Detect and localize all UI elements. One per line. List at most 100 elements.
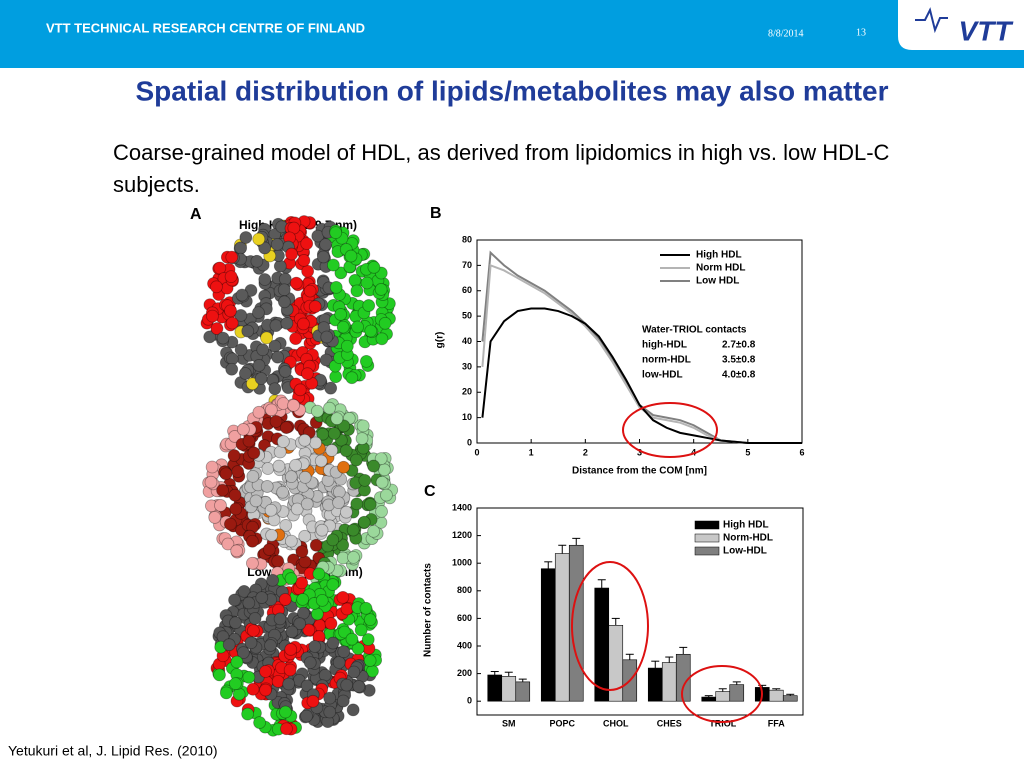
bead: [272, 459, 286, 473]
bead: [227, 449, 241, 462]
bead: [208, 511, 222, 524]
bead: [338, 625, 351, 639]
error-bar: [651, 660, 660, 669]
bead: [329, 226, 343, 240]
bead: [273, 259, 287, 273]
bead: [378, 316, 392, 330]
bead: [324, 381, 338, 395]
bead: [258, 241, 272, 255]
bead: [363, 613, 377, 627]
bead: [375, 505, 388, 518]
x-tick-label: FFA: [768, 718, 785, 728]
organization: VTT TECHNICAL RESEARCH CENTRE OF FINLAND: [46, 20, 365, 35]
bead: [297, 254, 311, 267]
bead: [205, 460, 219, 474]
bead: [269, 415, 283, 428]
bead: [264, 403, 278, 417]
bead: [268, 382, 282, 396]
bead: [308, 640, 322, 653]
bead: [345, 371, 359, 385]
bead: [336, 694, 350, 708]
bead: [270, 238, 284, 251]
bead: [346, 703, 360, 717]
legend-label: Norm HDL: [696, 263, 745, 274]
error-bar: [490, 671, 499, 675]
y-axis-label: g(r): [435, 332, 446, 349]
bead: [252, 405, 266, 419]
y-tick-label: 1000: [452, 558, 472, 568]
bead: [278, 272, 292, 286]
bead: [326, 636, 340, 650]
y-tick-label: 30: [462, 361, 472, 371]
legend-label: High HDL: [723, 520, 769, 531]
x-tick-label: SM: [502, 718, 516, 728]
bead: [289, 332, 303, 346]
bead: [340, 339, 354, 353]
bar: [661, 662, 677, 702]
bead: [323, 705, 337, 719]
bar: [647, 667, 663, 702]
bead: [327, 427, 341, 440]
bead: [261, 462, 275, 475]
bead: [242, 596, 256, 610]
annotation-cell: norm-HDL: [642, 355, 691, 366]
bead: [308, 300, 322, 313]
y-tick-label: 0: [467, 437, 472, 447]
bead: [246, 682, 260, 696]
bead: [352, 680, 366, 693]
bead: [221, 537, 235, 551]
citation: Yetukuri et al, J. Lipid Res. (2010): [8, 743, 218, 759]
bead: [314, 454, 328, 468]
bead: [264, 503, 278, 517]
bead: [367, 524, 381, 538]
bead: [351, 642, 365, 656]
bead: [277, 283, 291, 297]
bead: [238, 367, 252, 380]
bead: [241, 324, 255, 338]
error-bar: [544, 561, 553, 569]
error-bar: [558, 544, 567, 554]
x-tick-label: 6: [799, 447, 804, 457]
bead: [298, 529, 312, 543]
bead: [244, 636, 258, 650]
bead: [334, 266, 348, 280]
bead: [284, 534, 298, 548]
bead: [246, 469, 260, 483]
bar: [501, 676, 517, 702]
bead: [210, 280, 223, 294]
bead: [293, 383, 307, 397]
bead: [279, 705, 292, 719]
bead: [332, 496, 345, 510]
bead: [249, 494, 263, 508]
bead: [298, 433, 312, 447]
bead: [309, 538, 323, 552]
bead: [347, 550, 360, 564]
error-bar: [665, 656, 674, 663]
bead: [245, 534, 259, 548]
bead: [214, 499, 227, 512]
bead: [337, 460, 350, 474]
bead: [332, 485, 346, 499]
bead: [222, 638, 236, 652]
bead: [225, 250, 239, 264]
y-tick-label: 10: [462, 412, 472, 422]
bead: [374, 283, 388, 296]
bead: [236, 646, 250, 660]
error-bar: [732, 681, 741, 685]
bead: [285, 247, 298, 261]
bead: [242, 434, 256, 448]
error-bar: [718, 688, 727, 692]
bead: [336, 590, 350, 604]
bead: [213, 261, 227, 275]
bead: [297, 317, 310, 331]
highlight-circle: [571, 561, 649, 691]
bead: [225, 316, 239, 330]
bead: [298, 470, 312, 484]
bead: [295, 545, 309, 559]
annotation-cell: 3.5±0.8: [722, 355, 756, 366]
bead: [231, 465, 245, 478]
legend-swatch: [694, 533, 720, 543]
bead: [377, 463, 391, 477]
bead: [364, 324, 378, 338]
x-tick-label: POPC: [549, 718, 575, 728]
